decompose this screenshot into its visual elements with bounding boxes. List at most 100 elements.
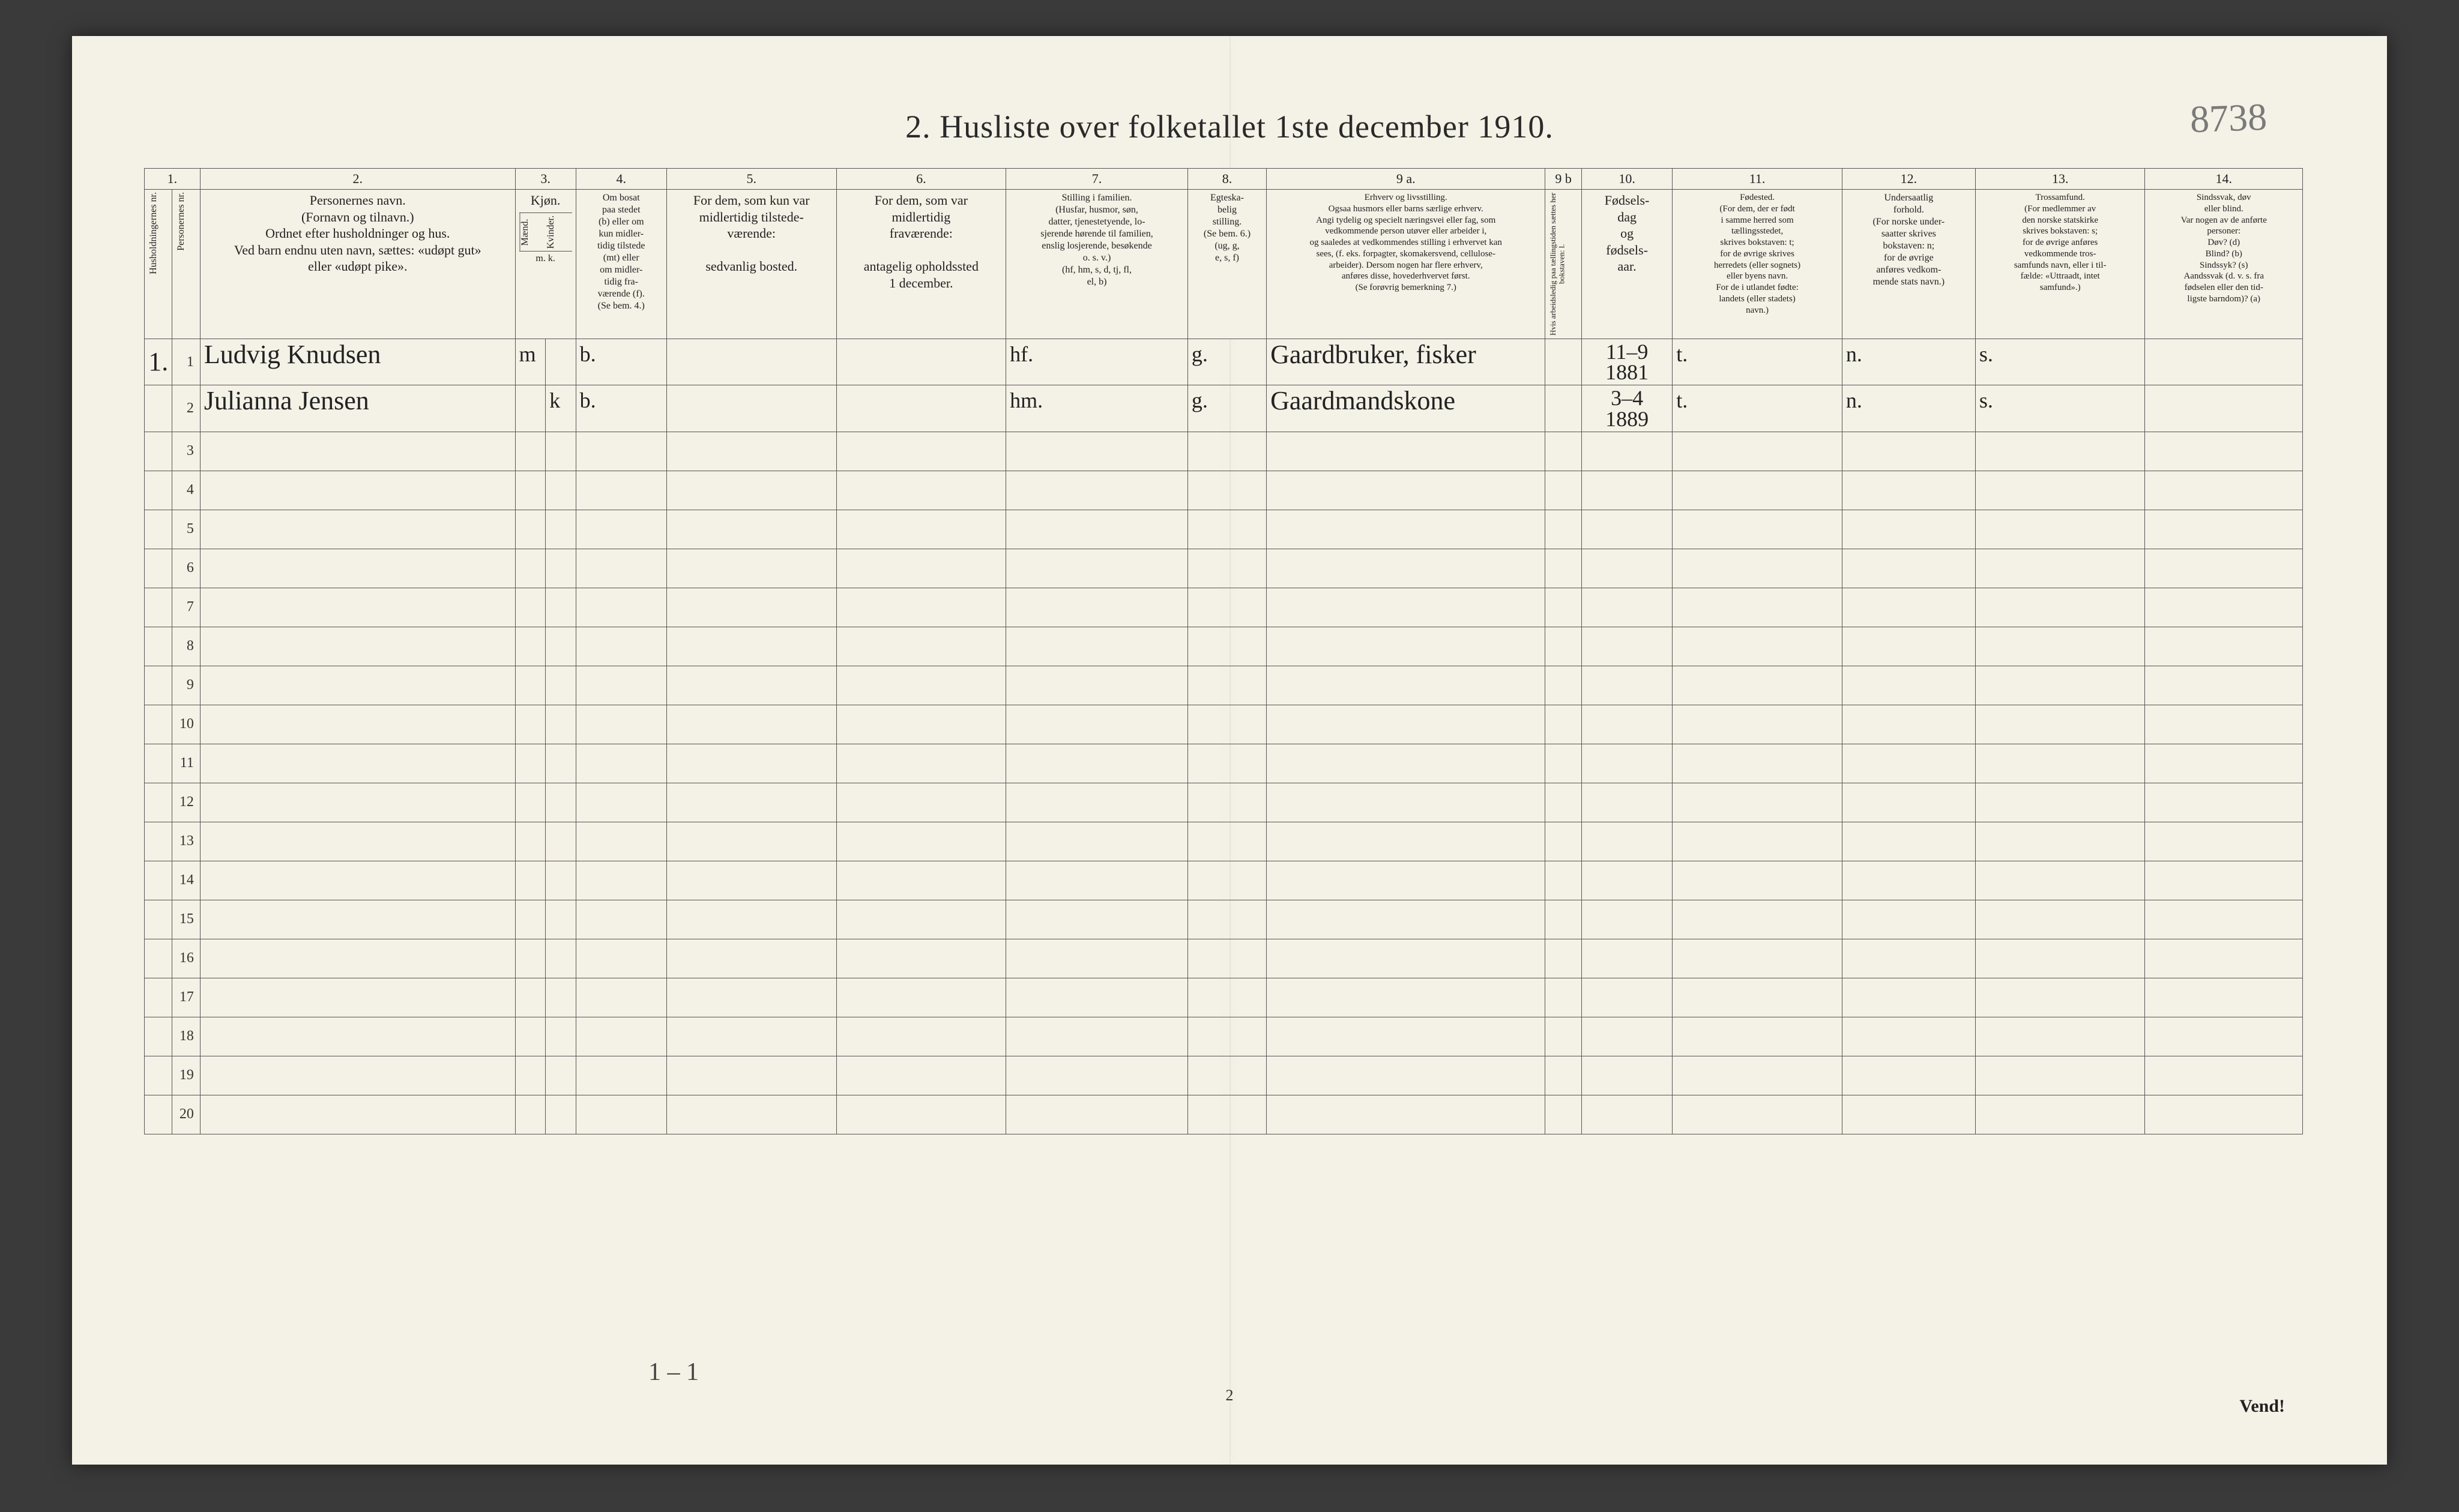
cell <box>546 744 576 783</box>
cell <box>1975 939 2145 978</box>
cell <box>515 939 545 978</box>
cell <box>145 978 172 1017</box>
cell <box>1581 822 1672 861</box>
header-maend: Mænd. <box>519 213 546 251</box>
cell <box>200 588 515 627</box>
cell <box>200 1056 515 1095</box>
cell <box>1545 900 1582 939</box>
cell <box>836 1017 1006 1056</box>
cell <box>1581 861 1672 900</box>
cell <box>1006 900 1188 939</box>
cell: Gaardmandskone <box>1267 385 1545 432</box>
cell <box>1581 666 1672 705</box>
cell <box>1673 510 1842 549</box>
cell <box>2145 432 2303 471</box>
table-row: 10 <box>145 705 2303 744</box>
cell <box>2145 822 2303 861</box>
cell <box>836 783 1006 822</box>
cell: 14 <box>172 861 200 900</box>
cell <box>1267 588 1545 627</box>
handwritten-value: k <box>549 388 560 412</box>
cell <box>1006 666 1188 705</box>
cell: 3–4 1889 <box>1581 385 1672 432</box>
cell <box>836 900 1006 939</box>
cell <box>666 705 836 744</box>
cell: s. <box>1975 339 2145 385</box>
cell <box>546 432 576 471</box>
cell <box>515 510 545 549</box>
table-row: 2Julianna Jensenkb.hm.g.Gaardmandskone3–… <box>145 385 2303 432</box>
cell <box>515 744 545 783</box>
cell <box>2145 744 2303 783</box>
header-trossamfund: Trossamfund. (For medlemmer av den norsk… <box>1975 190 2145 339</box>
cell <box>546 666 576 705</box>
cell <box>515 432 545 471</box>
footer-page-number: 2 <box>72 1387 2387 1405</box>
table-body: 1.1Ludvig Knudsenmb.hf.g.Gaardbruker, fi… <box>145 339 2303 1134</box>
cell <box>200 705 515 744</box>
cell <box>200 783 515 822</box>
cell <box>1267 900 1545 939</box>
cell <box>1673 471 1842 510</box>
cell <box>1545 783 1582 822</box>
handwritten-value: t. <box>1676 388 1688 412</box>
cell: 13 <box>172 822 200 861</box>
cell <box>836 822 1006 861</box>
cell <box>200 510 515 549</box>
cell <box>2145 705 2303 744</box>
cell <box>1187 510 1266 549</box>
cell <box>1673 588 1842 627</box>
cell <box>145 510 172 549</box>
cell <box>1545 471 1582 510</box>
cell <box>1975 1056 2145 1095</box>
cell <box>1545 939 1582 978</box>
cell <box>2145 666 2303 705</box>
cell: n. <box>1842 339 1975 385</box>
table-row: 12 <box>145 783 2303 822</box>
cell <box>1006 861 1188 900</box>
cell <box>836 978 1006 1017</box>
cell: 7 <box>172 588 200 627</box>
cell <box>1006 822 1188 861</box>
cell: Gaardbruker, fisker <box>1267 339 1545 385</box>
colnum-cell: 11. <box>1673 169 1842 190</box>
cell <box>666 471 836 510</box>
colnum-cell: 4. <box>576 169 666 190</box>
cell <box>666 978 836 1017</box>
cell <box>1187 627 1266 666</box>
handwritten-page-number: 8738 <box>2189 95 2268 142</box>
ledger-table-wrap: 1. 2. 3. 4. 5. 6. 7. 8. 9 a. 9 b 10. 11.… <box>144 168 2303 1134</box>
cell <box>546 822 576 861</box>
cell <box>836 939 1006 978</box>
cell <box>1673 900 1842 939</box>
cell <box>576 783 666 822</box>
cell <box>200 627 515 666</box>
cell <box>1975 1017 2145 1056</box>
cell <box>145 588 172 627</box>
cell: 16 <box>172 939 200 978</box>
cell <box>515 978 545 1017</box>
colnum-cell: 7. <box>1006 169 1188 190</box>
cell <box>546 510 576 549</box>
cell <box>2145 978 2303 1017</box>
cell <box>1842 900 1975 939</box>
footer-hand-tally: 1 – 1 <box>648 1358 699 1387</box>
cell: 3 <box>172 432 200 471</box>
cell <box>1842 1017 1975 1056</box>
cell <box>1545 588 1582 627</box>
cell <box>1975 510 2145 549</box>
cell <box>2145 861 2303 900</box>
cell <box>836 627 1006 666</box>
cell <box>200 939 515 978</box>
cell <box>1545 510 1582 549</box>
cell <box>576 1095 666 1134</box>
cell <box>1842 549 1975 588</box>
cell <box>1187 1017 1266 1056</box>
cell <box>1187 471 1266 510</box>
cell <box>1267 705 1545 744</box>
cell: 1 <box>172 339 200 385</box>
cell <box>1267 627 1545 666</box>
cell: 6 <box>172 549 200 588</box>
cell <box>1842 861 1975 900</box>
colnum-cell: 1. <box>145 169 201 190</box>
